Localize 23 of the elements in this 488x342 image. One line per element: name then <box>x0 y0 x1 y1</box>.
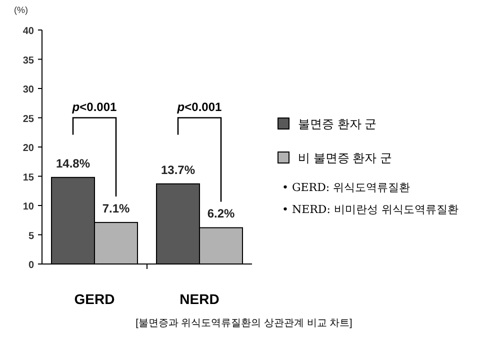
data-label: 14.8% <box>56 156 90 170</box>
y-tick-label: 5 <box>28 230 34 242</box>
y-axis-title: (%) <box>14 5 28 15</box>
y-tick-label: 20 <box>22 143 34 154</box>
x-tick-label: GERD <box>74 291 115 307</box>
y-tick-label: 40 <box>22 26 34 37</box>
text: • NERD: 비미란성 위식도역류질환 <box>282 203 458 216</box>
y-tick-label: 35 <box>22 55 34 66</box>
data-label: 13.7% <box>160 162 196 177</box>
y-tick-label: 30 <box>22 84 34 96</box>
y-tick-label: 10 <box>22 202 34 212</box>
y-tick-label: 0 <box>28 260 34 271</box>
data-label: 6.2% <box>207 206 235 221</box>
annotation: p<0.001 <box>176 100 222 114</box>
y-tick-label: 25 <box>22 114 34 125</box>
data-label: 7.1% <box>102 201 130 216</box>
x-tick-label: NERD <box>180 291 220 307</box>
legend-label: 불면증 환자 군 <box>298 117 377 131</box>
legend-label: 비 불면증 환자 군 <box>298 151 392 165</box>
text: • GERD: 위식도역류질환 <box>282 181 410 194</box>
text: [불면증과 위식도역류질환의 상관관계 비교 차트] <box>136 318 353 329</box>
annotation: p<0.001 <box>71 100 118 114</box>
y-tick-label: 15 <box>22 172 34 184</box>
